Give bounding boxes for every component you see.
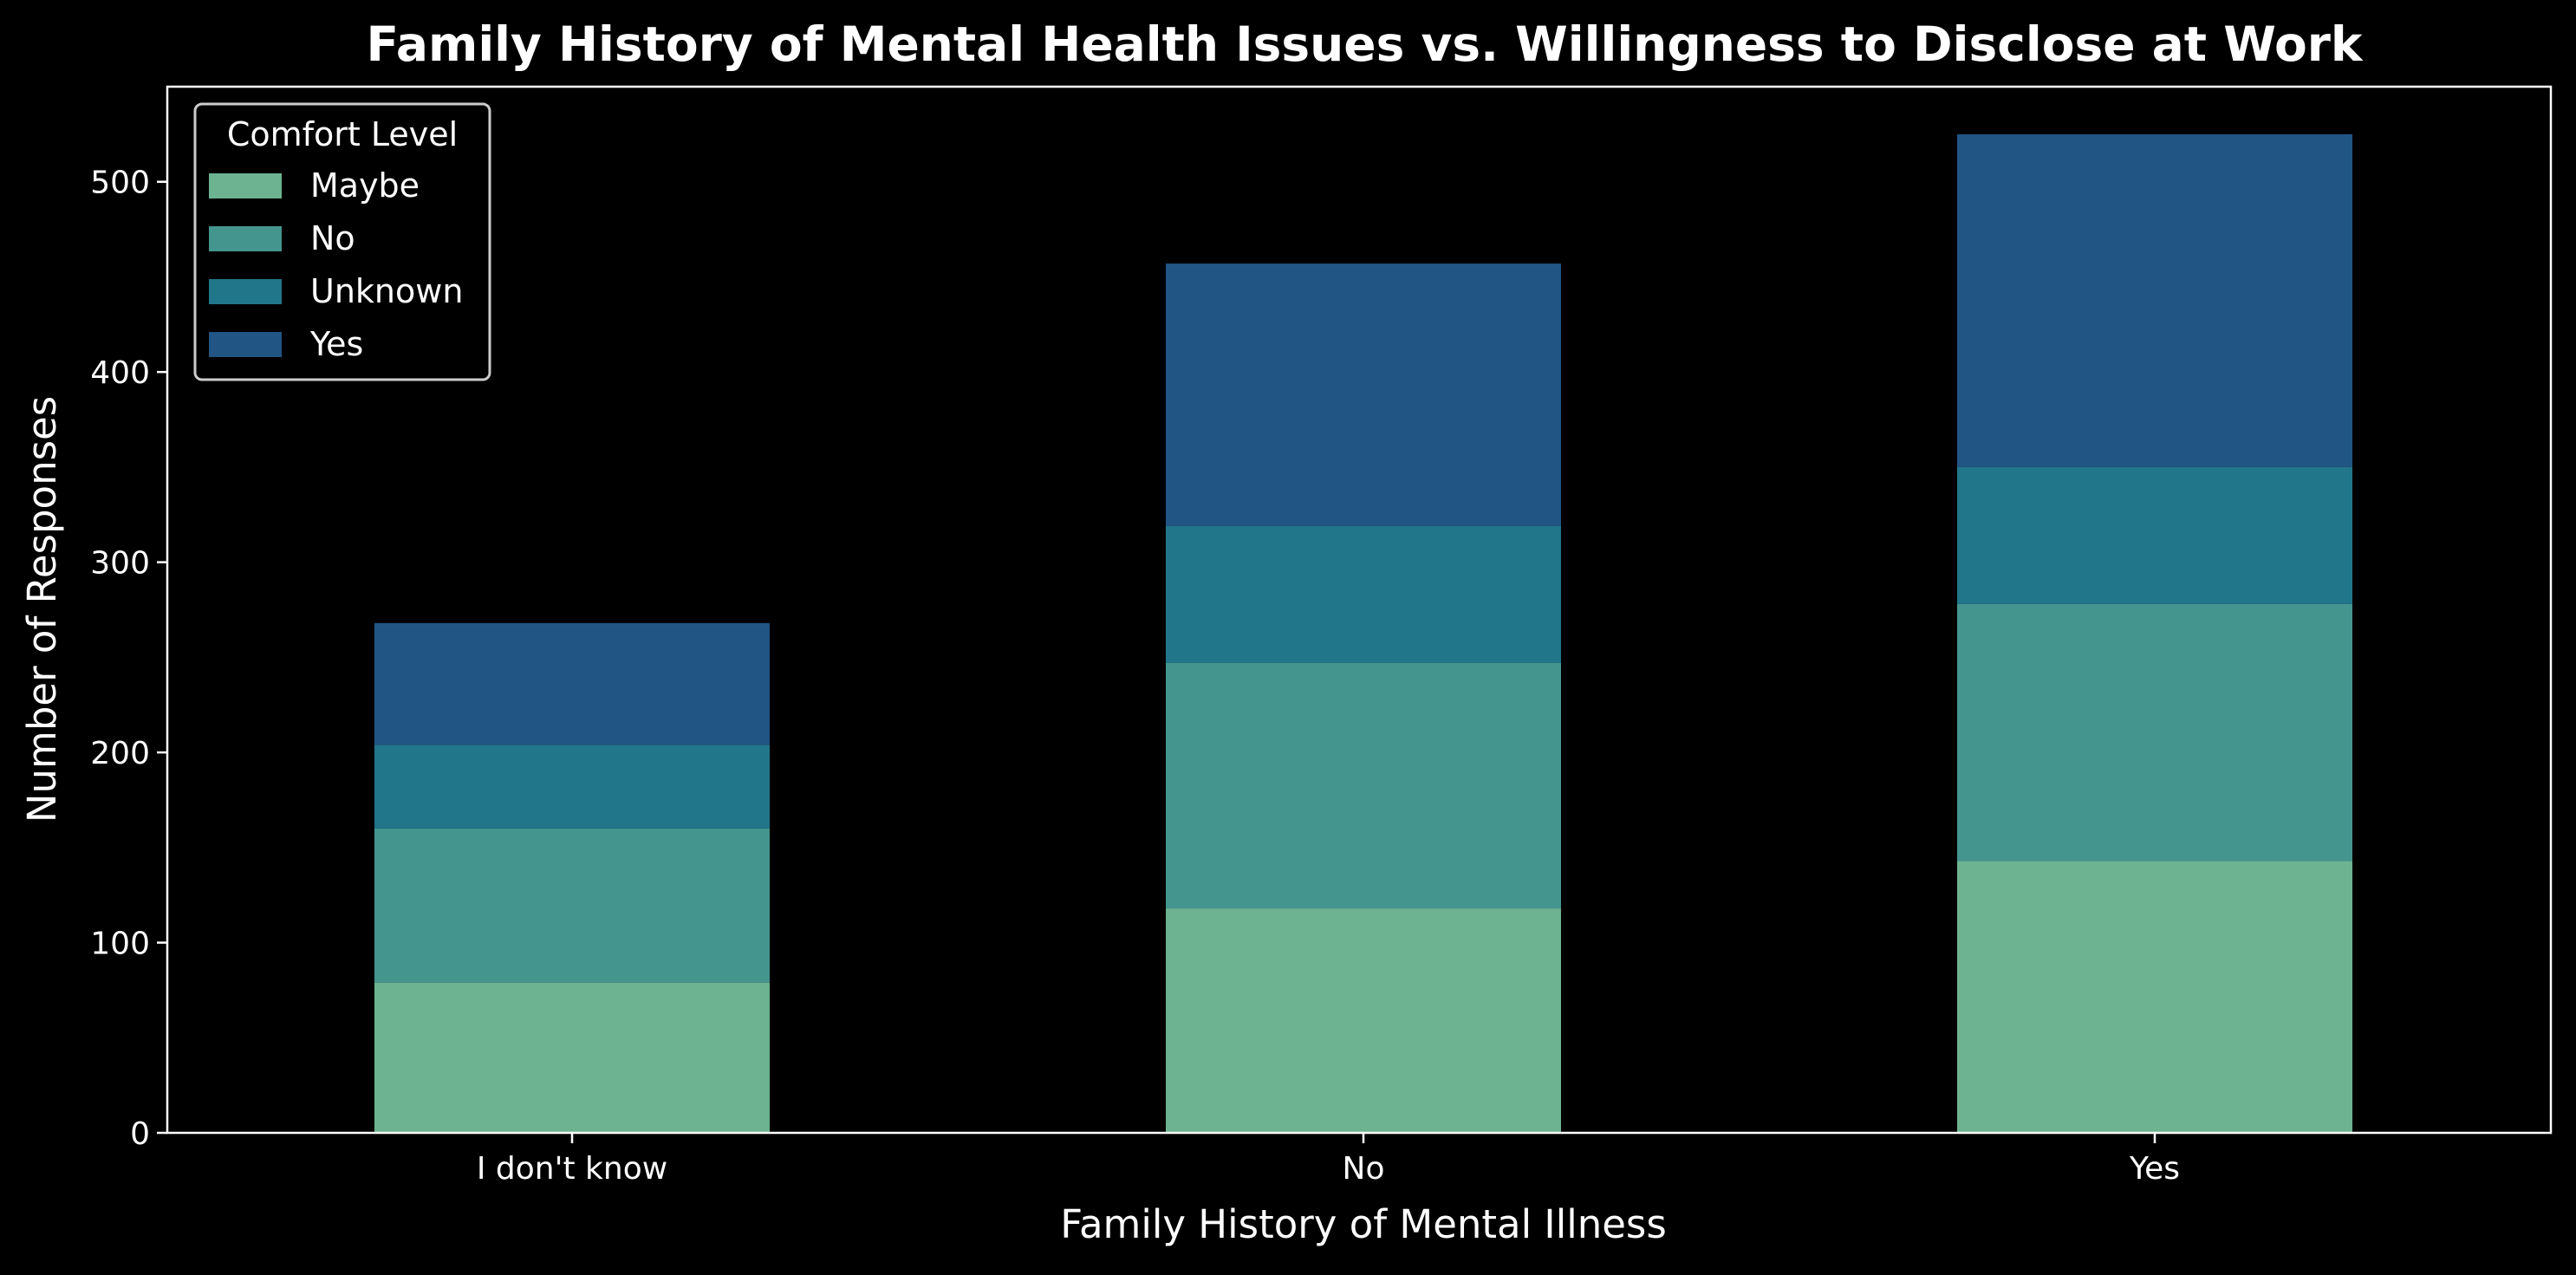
legend: Comfort Level Maybe No Unknown Yes: [193, 102, 491, 381]
legend-swatch-no: [209, 226, 282, 251]
legend-items: Maybe No Unknown Yes: [209, 166, 463, 363]
bar-1-maybe: [1166, 908, 1561, 1133]
bar-group: [374, 133, 2352, 1133]
legend-swatch-yes: [209, 332, 282, 357]
x-tick-label: I don't know: [477, 1151, 667, 1187]
bar-2-yes: [1957, 133, 2352, 467]
bar-1-no: [1166, 662, 1561, 909]
y-tick-label: 100: [90, 927, 150, 962]
legend-label-unknown: Unknown: [310, 272, 463, 310]
y-tick-label: 400: [90, 355, 150, 391]
y-tick-label: 0: [130, 1116, 150, 1152]
x-axis-label: Family History of Mental Illness: [1060, 1201, 1667, 1247]
y-axis-ticks: 0 100 200 300 400 500: [90, 166, 167, 1152]
x-tick-label: No: [1343, 1151, 1385, 1187]
bar-1-yes: [1166, 263, 1561, 526]
legend-label-maybe: Maybe: [310, 166, 420, 205]
bar-0-maybe: [374, 982, 770, 1133]
bar-2-maybe: [1957, 861, 2352, 1133]
x-axis-ticks: I don't know No Yes: [477, 1133, 2180, 1187]
bar-1-unknown: [1166, 525, 1561, 663]
legend-title: Comfort Level: [227, 115, 458, 153]
bar-2-no: [1957, 603, 2352, 862]
bar-0-unknown: [374, 745, 770, 829]
legend-frame: [193, 102, 491, 381]
legend-label-no: No: [310, 219, 355, 257]
bar-0-no: [374, 828, 770, 983]
plot-frame: [166, 85, 2553, 1135]
y-tick-label: 200: [90, 736, 150, 771]
legend-label-yes: Yes: [309, 325, 363, 363]
legend-swatch-unknown: [209, 279, 282, 304]
y-axis-label: Number of Responses: [19, 396, 65, 823]
bar-2-unknown: [1957, 466, 2352, 604]
bar-0-yes: [374, 622, 770, 745]
y-tick-label: 300: [90, 546, 150, 582]
chart-title: Family History of Mental Health Issues v…: [367, 16, 2364, 72]
legend-swatch-maybe: [209, 173, 282, 198]
y-tick-label: 500: [90, 166, 150, 201]
x-tick-label: Yes: [2129, 1151, 2180, 1187]
